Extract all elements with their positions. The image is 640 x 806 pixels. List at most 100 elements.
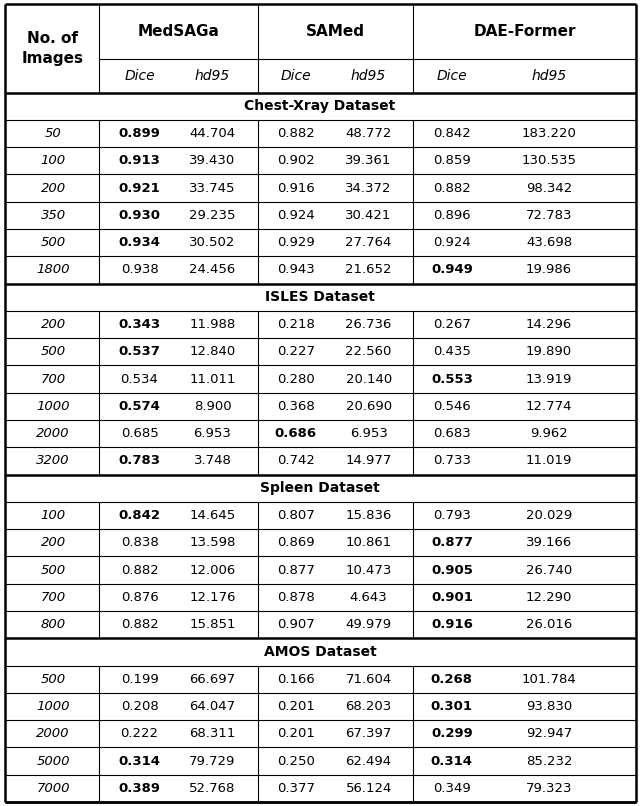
Text: 79.323: 79.323 — [526, 782, 572, 795]
Text: 0.280: 0.280 — [277, 372, 314, 385]
Text: 92.947: 92.947 — [526, 727, 572, 740]
Text: 71.604: 71.604 — [346, 673, 392, 686]
Text: 700: 700 — [40, 591, 66, 604]
Text: 0.574: 0.574 — [118, 400, 161, 413]
Text: 15.836: 15.836 — [346, 509, 392, 522]
Text: 0.938: 0.938 — [121, 264, 158, 276]
Text: 0.877: 0.877 — [431, 536, 473, 549]
Text: 68.203: 68.203 — [346, 700, 392, 713]
Text: 0.166: 0.166 — [277, 673, 314, 686]
Text: 39.430: 39.430 — [189, 154, 236, 167]
Text: 64.047: 64.047 — [189, 700, 236, 713]
Text: 52.768: 52.768 — [189, 782, 236, 795]
Text: 12.774: 12.774 — [526, 400, 572, 413]
Text: 14.977: 14.977 — [346, 455, 392, 467]
Text: 48.772: 48.772 — [346, 127, 392, 140]
Text: 26.016: 26.016 — [526, 618, 572, 631]
Text: 24.456: 24.456 — [189, 264, 236, 276]
Text: 100: 100 — [40, 154, 66, 167]
Text: 0.201: 0.201 — [276, 727, 315, 740]
Text: 0.876: 0.876 — [121, 591, 158, 604]
Text: 0.907: 0.907 — [277, 618, 314, 631]
Text: 68.311: 68.311 — [189, 727, 236, 740]
Text: 30.502: 30.502 — [189, 236, 236, 249]
Text: 0.921: 0.921 — [118, 181, 161, 194]
Text: 0.218: 0.218 — [276, 318, 315, 331]
Text: 0.934: 0.934 — [118, 236, 161, 249]
Text: 1000: 1000 — [36, 700, 70, 713]
Text: 10.473: 10.473 — [346, 563, 392, 576]
Text: 19.986: 19.986 — [526, 264, 572, 276]
Text: 0.807: 0.807 — [277, 509, 314, 522]
Text: 33.745: 33.745 — [189, 181, 236, 194]
Text: 67.397: 67.397 — [346, 727, 392, 740]
Text: 0.913: 0.913 — [118, 154, 161, 167]
Text: 100: 100 — [40, 509, 66, 522]
Text: 0.842: 0.842 — [118, 509, 161, 522]
Text: 0.859: 0.859 — [433, 154, 470, 167]
Text: 0.268: 0.268 — [431, 673, 473, 686]
Text: 44.704: 44.704 — [189, 127, 236, 140]
Text: 350: 350 — [40, 209, 66, 222]
Text: 26.740: 26.740 — [526, 563, 572, 576]
Text: 0.733: 0.733 — [433, 455, 471, 467]
Text: SAMed: SAMed — [306, 24, 365, 39]
Text: 34.372: 34.372 — [346, 181, 392, 194]
Text: 56.124: 56.124 — [346, 782, 392, 795]
Text: 20.140: 20.140 — [346, 372, 392, 385]
Text: 0.222: 0.222 — [120, 727, 159, 740]
Text: 0.949: 0.949 — [431, 264, 473, 276]
Text: 13.598: 13.598 — [189, 536, 236, 549]
Text: 0.899: 0.899 — [118, 127, 161, 140]
Text: 8.900: 8.900 — [194, 400, 231, 413]
Text: 0.199: 0.199 — [121, 673, 158, 686]
Text: 0.882: 0.882 — [277, 127, 314, 140]
Text: hd95: hd95 — [195, 69, 230, 82]
Text: 0.905: 0.905 — [431, 563, 473, 576]
Text: 0.349: 0.349 — [433, 782, 470, 795]
Text: 0.267: 0.267 — [433, 318, 471, 331]
Text: 14.296: 14.296 — [526, 318, 572, 331]
Text: 3200: 3200 — [36, 455, 70, 467]
Text: 0.685: 0.685 — [121, 427, 158, 440]
Text: Dice: Dice — [436, 69, 467, 82]
Text: 0.299: 0.299 — [431, 727, 473, 740]
Text: 29.235: 29.235 — [189, 209, 236, 222]
Text: 0.201: 0.201 — [276, 700, 315, 713]
Text: 72.783: 72.783 — [526, 209, 572, 222]
Text: 85.232: 85.232 — [526, 754, 572, 767]
Text: 11.988: 11.988 — [189, 318, 236, 331]
Text: 200: 200 — [40, 536, 66, 549]
Text: 500: 500 — [40, 236, 66, 249]
Text: Dice: Dice — [124, 69, 155, 82]
Text: 12.176: 12.176 — [189, 591, 236, 604]
Text: 0.929: 0.929 — [277, 236, 314, 249]
Text: 6.953: 6.953 — [349, 427, 388, 440]
Text: 7000: 7000 — [36, 782, 70, 795]
Text: 21.652: 21.652 — [346, 264, 392, 276]
Text: 0.314: 0.314 — [118, 754, 161, 767]
Text: 22.560: 22.560 — [346, 345, 392, 358]
Text: 0.227: 0.227 — [276, 345, 315, 358]
Text: 79.729: 79.729 — [189, 754, 236, 767]
Text: 12.290: 12.290 — [526, 591, 572, 604]
Text: 0.916: 0.916 — [277, 181, 314, 194]
Text: 43.698: 43.698 — [526, 236, 572, 249]
Text: 0.930: 0.930 — [118, 209, 161, 222]
Text: 11.011: 11.011 — [189, 372, 236, 385]
Text: 98.342: 98.342 — [526, 181, 572, 194]
Text: 0.368: 0.368 — [277, 400, 314, 413]
Text: 6.953: 6.953 — [193, 427, 232, 440]
Text: 0.683: 0.683 — [433, 427, 470, 440]
Text: 12.840: 12.840 — [189, 345, 236, 358]
Text: 0.869: 0.869 — [277, 536, 314, 549]
Text: 800: 800 — [40, 618, 66, 631]
Text: 20.029: 20.029 — [526, 509, 572, 522]
Text: AMOS Dataset: AMOS Dataset — [264, 645, 376, 659]
Text: 26.736: 26.736 — [346, 318, 392, 331]
Text: 3.748: 3.748 — [193, 455, 232, 467]
Text: 0.901: 0.901 — [431, 591, 473, 604]
Text: 0.838: 0.838 — [121, 536, 158, 549]
Text: MedSAGa: MedSAGa — [138, 24, 220, 39]
Text: 39.166: 39.166 — [526, 536, 572, 549]
